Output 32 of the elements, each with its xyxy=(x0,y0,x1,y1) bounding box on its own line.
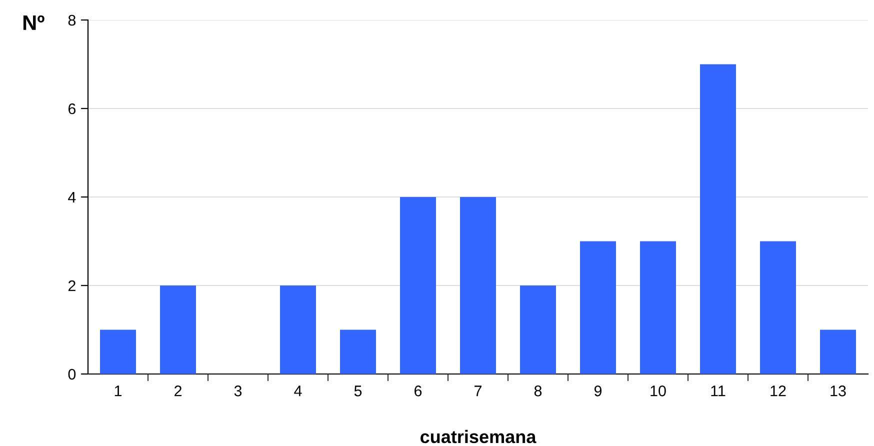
bar xyxy=(760,241,796,374)
x-tick-label: 6 xyxy=(414,386,422,396)
y-tick-label: 2 xyxy=(68,280,76,292)
x-tick-label: 1 xyxy=(114,386,122,396)
bar xyxy=(700,64,736,374)
x-tick-label: 4 xyxy=(294,386,302,396)
bar xyxy=(400,197,436,374)
y-tick-label: 0 xyxy=(68,368,76,380)
y-tick-label: 4 xyxy=(68,192,76,203)
bar xyxy=(520,286,556,374)
bar xyxy=(100,330,136,374)
x-tick-label: 9 xyxy=(594,386,602,396)
x-tick-label: 7 xyxy=(474,386,482,396)
y-tick-label: 8 xyxy=(68,14,76,26)
x-tick-label: 8 xyxy=(534,386,542,396)
bar xyxy=(460,197,496,374)
x-tick-label: 5 xyxy=(354,386,362,396)
x-tick-label: 11 xyxy=(711,386,726,396)
bar xyxy=(280,286,316,374)
bar xyxy=(340,330,376,374)
x-axis-title: cuatrisemana xyxy=(420,430,536,444)
y-tick-label: 6 xyxy=(68,103,76,114)
bar xyxy=(640,241,676,374)
y-axis-title: Nº xyxy=(23,15,44,30)
bar xyxy=(820,330,856,374)
x-tick-label: 12 xyxy=(770,386,786,396)
x-tick-label: 10 xyxy=(650,386,666,396)
x-tick-label: 13 xyxy=(830,386,846,396)
x-tick-label: 2 xyxy=(174,386,182,396)
bar xyxy=(160,286,196,374)
bar xyxy=(580,241,616,374)
x-tick-label: 3 xyxy=(234,386,242,396)
